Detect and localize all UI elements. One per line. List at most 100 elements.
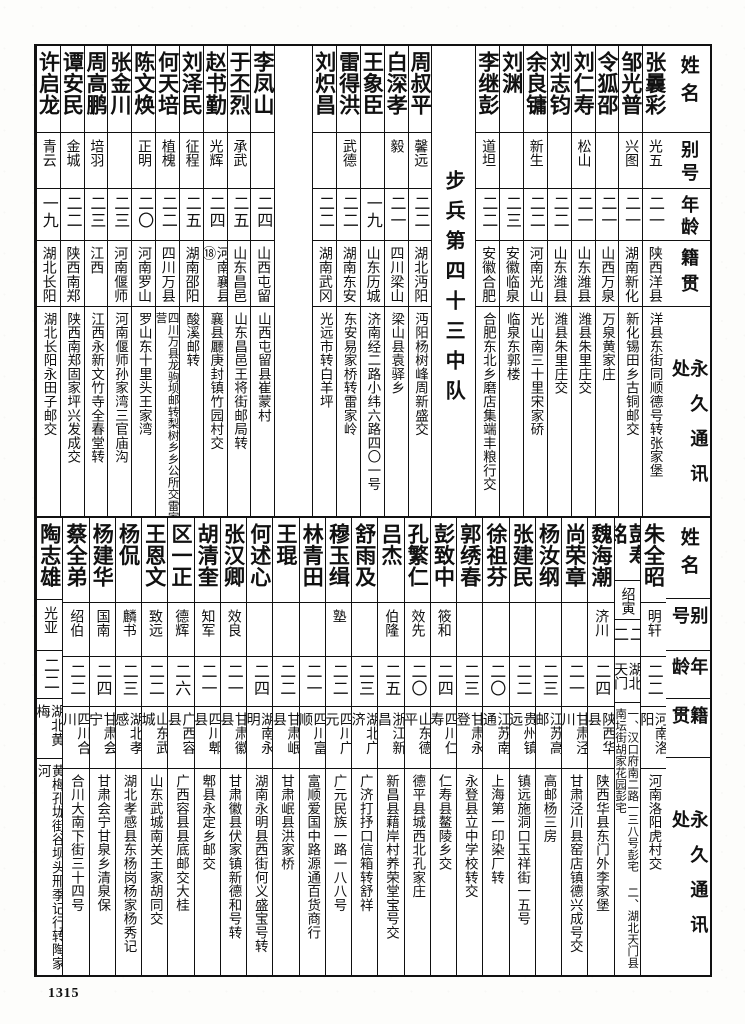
entry-native-place-text[interactable]: 江苏南通 <box>483 712 509 755</box>
entry-name-text[interactable]: 王琨 <box>274 523 298 566</box>
entry-native-place-text[interactable]: 河南光山 <box>527 246 544 304</box>
entry-name-cell[interactable]: 魏海潮 <box>588 518 613 602</box>
entry-alias-cell[interactable]: 伯隆 <box>378 602 404 656</box>
header-cell-age-text[interactable]: 年龄 <box>669 656 709 679</box>
entry-native-place-cell[interactable]: 江西 <box>84 240 108 306</box>
entry-native-place-text[interactable]: 湖北沔阳 <box>412 246 429 304</box>
roster-entry-column[interactable]: 刘渊 二三 安徽临泉 临泉东郭楼 <box>499 46 524 534</box>
entry-native-place-cell[interactable]: 山西屯留 <box>251 240 275 306</box>
entry-address-text[interactable]: 甘肃岷县洪家桥 <box>277 774 294 871</box>
entry-address-text[interactable]: 镇远施洞口玉祥街一五号 <box>514 774 531 926</box>
entry-age-text[interactable]: 二二 <box>41 657 61 691</box>
entry-name-cell[interactable]: 刘泽民 <box>180 46 203 132</box>
roster-entry-column[interactable]: 周高鹏 培羽 二三 江西 江西永新文竹寺全春堂转 <box>83 46 108 534</box>
entry-address-text[interactable]: 罗山东十里头王家湾 <box>135 312 152 436</box>
entry-name-text[interactable]: 刘炽昌 <box>313 51 337 116</box>
entry-age-text[interactable]: 二五 <box>182 195 202 229</box>
entry-alias-cell[interactable]: 道坦 <box>476 132 500 188</box>
entry-age-text[interactable]: 二二 <box>479 195 499 229</box>
roster-entry-column[interactable]: 许启龙 青云 一九 湖北长阳 湖北长阳永田子邮交 <box>35 46 60 534</box>
entry-name-text[interactable]: 杨侃 <box>116 523 141 566</box>
entry-native-place-text[interactable]: 山东武城 <box>142 712 168 755</box>
entry-age-text[interactable]: 二一 <box>303 663 323 697</box>
entry-alias-text[interactable]: 麟书 <box>120 609 137 638</box>
entry-name-text[interactable]: 余良镛 <box>524 51 547 116</box>
entry-age-cell[interactable]: 二二 <box>640 656 666 706</box>
header-cell-age[interactable]: 年龄 <box>666 187 710 240</box>
entry-native-place-text[interactable]: 陕西南郑 <box>64 246 81 304</box>
entry-alias-text[interactable]: 金城 <box>64 139 81 168</box>
entry-native-place-cell[interactable]: 四川仁寿 <box>430 706 456 768</box>
entry-age-text[interactable]: 二三 <box>539 663 559 697</box>
entry-address-cell[interactable]: 一、汉口府南二路一三八号彭宅 二、湖北天门县南坛街胡家花园彭宅 <box>614 702 640 975</box>
entry-native-place-text[interactable]: 安徽合肥 <box>480 246 497 304</box>
entry-address-cell[interactable]: 永登县立中学校转交 <box>457 768 483 975</box>
entry-age-cell[interactable]: 二一 <box>571 188 595 240</box>
entry-age-text[interactable]: 一九 <box>363 195 383 229</box>
entry-age-text[interactable]: 二二 <box>411 195 431 229</box>
entry-native-place-text[interactable]: 湖北黄梅 <box>37 704 63 748</box>
entry-alias-cell[interactable]: 光五 <box>643 132 666 188</box>
entry-age-text[interactable]: 二三 <box>461 663 481 697</box>
roster-entry-column[interactable]: 吕杰 伯隆 二五 浙江新昌 新昌县藉岸村养荣堂宝号交 <box>377 518 404 975</box>
entry-address-text[interactable]: 一、汉口府南二路一三八号彭宅 二、湖北天门县南坛街胡家花园彭宅 <box>614 708 640 969</box>
entry-address-cell[interactable]: 陕西华县东门外李家堡 <box>588 768 614 975</box>
roster-entry-column[interactable]: 张曩彩 光五 二一 陕西洋县 洋县东街同顺德号转张家堡 <box>642 46 666 534</box>
entry-name-text[interactable]: 杨建华 <box>90 523 115 588</box>
entry-native-place-cell[interactable]: 山东昌邑 <box>227 240 251 306</box>
entry-alias-cell[interactable]: 知军 <box>194 602 220 656</box>
entry-name-text[interactable]: 区一正 <box>169 523 193 588</box>
entry-age-cell[interactable]: 二二 <box>337 188 360 240</box>
entry-native-place-text[interactable]: 湖北广济 <box>352 712 378 755</box>
entry-alias-text[interactable]: 效先 <box>409 609 426 638</box>
roster-entry-column[interactable]: 刘志钧 二二 山东潍县 潍县朱里庄交 <box>546 46 571 534</box>
entry-alias-cell[interactable] <box>547 132 571 188</box>
entry-name-text[interactable]: 刘志钧 <box>547 51 571 116</box>
entry-name-cell[interactable]: 刘炽昌 <box>313 46 336 132</box>
entry-alias-text[interactable]: 光五 <box>646 139 663 168</box>
entry-name-cell[interactable]: 张金川 <box>108 46 131 132</box>
entry-age-cell[interactable]: 二四 <box>588 656 614 706</box>
entry-age-text[interactable]: 二二 <box>339 195 359 229</box>
entry-name-cell[interactable]: 刘渊 <box>500 46 523 132</box>
entry-name-cell[interactable]: 何天培 <box>156 46 179 132</box>
entry-age-cell[interactable]: 二三 <box>500 188 524 240</box>
entry-name-text[interactable]: 彭寿铭 <box>614 523 640 566</box>
roster-entry-column[interactable]: 余良镛 新生 二二 河南光山 光山南三十里宋家硚 <box>523 46 547 534</box>
entry-age-cell[interactable]: 二〇 <box>483 656 509 706</box>
roster-entry-column[interactable]: 陶志雄 光亚 二二 湖北黄梅 黄梅孔垅街谷坝头邢季记行转陶家河 <box>36 518 63 975</box>
entry-age-text[interactable]: 二五 <box>382 663 402 697</box>
entry-age-cell[interactable]: 二三 <box>84 188 108 240</box>
entry-address-cell[interactable]: 广济打抒口信箱转舒祥 <box>352 768 378 975</box>
entry-address-text[interactable]: 光远市转白羊坪 <box>316 312 333 409</box>
entry-name-cell[interactable]: 郭绣春 <box>457 518 482 602</box>
entry-alias-text[interactable]: 效良 <box>225 609 242 638</box>
entry-age-cell[interactable]: 二一 <box>643 188 666 240</box>
entry-name-text[interactable]: 刘泽民 <box>179 51 203 116</box>
entry-address-text[interactable]: 梁山县袁驿乡 <box>388 312 405 395</box>
entry-name-text[interactable]: 赵书勤 <box>203 51 227 116</box>
entry-name-text[interactable]: 王恩文 <box>142 523 167 588</box>
entry-native-place-text[interactable]: 山东昌邑 <box>231 246 248 304</box>
entry-name-cell[interactable]: 令狐邵 <box>596 46 619 132</box>
entry-name-cell[interactable]: 杨侃 <box>116 518 141 602</box>
roster-entry-column[interactable]: 杨汝纲 二三 江苏高邮 高邮杨三房 <box>534 518 561 975</box>
entry-name-text[interactable]: 张曩彩 <box>643 51 666 116</box>
entry-alias-text[interactable]: 德辉 <box>173 609 190 638</box>
roster-entry-column[interactable]: 舒雨及 二三 湖北广济 广济打抒口信箱转舒祥 <box>351 518 378 975</box>
entry-address-cell[interactable]: 甘肃会宁甘泉乡清泉保 <box>89 768 115 975</box>
entry-alias-text[interactable]: 征程 <box>183 139 200 168</box>
entry-alias-cell[interactable]: 效良 <box>220 602 246 656</box>
entry-address-cell[interactable]: 河南偃师孙家湾三官庙沟 <box>108 306 132 534</box>
entry-age-cell[interactable]: 二二 <box>37 650 63 698</box>
entry-address-text[interactable]: 甘肃徽县伏家镇新德和号转 <box>225 774 242 940</box>
entry-age-text[interactable]: 二〇 <box>487 663 507 697</box>
entry-name-text[interactable]: 张建民 <box>510 523 535 588</box>
roster-entry-column[interactable]: 陈文焕 正明 二〇 河南罗山 罗山东十里头王家湾 <box>131 46 156 534</box>
entry-address-text[interactable]: 广元民族一路一八八号 <box>330 774 347 912</box>
entry-age-text[interactable]: 二二 <box>146 663 166 697</box>
entry-name-cell[interactable]: 邹光普 <box>619 46 642 132</box>
entry-native-place-cell[interactable]: 陕西华县 <box>588 706 614 768</box>
entry-native-place-cell[interactable]: 甘肃会宁 <box>89 706 115 768</box>
entry-native-place-text[interactable]: 甘肃岷县 <box>273 712 299 755</box>
